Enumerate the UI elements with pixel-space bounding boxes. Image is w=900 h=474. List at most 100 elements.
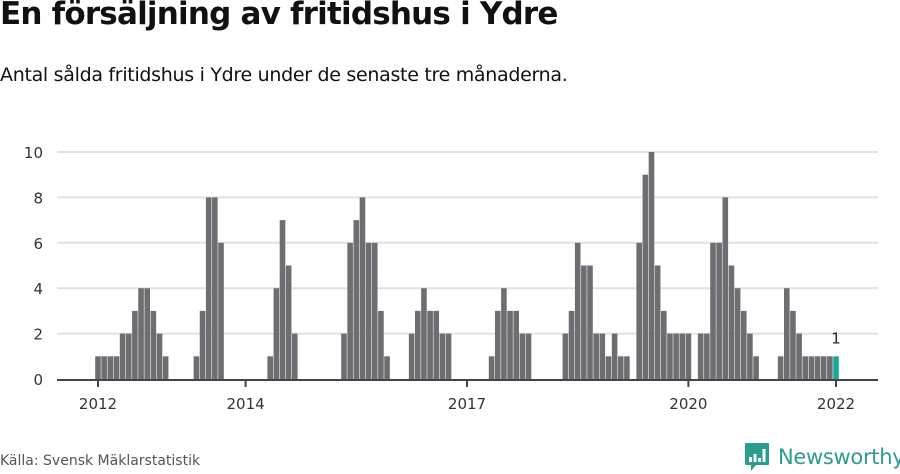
bar (421, 288, 427, 379)
bar (359, 197, 366, 379)
bar (753, 356, 759, 379)
bar (439, 333, 446, 379)
last-value-label: 1 (831, 329, 841, 347)
bar (661, 310, 667, 379)
bar (125, 333, 132, 379)
bar (408, 333, 415, 379)
bar (568, 310, 575, 379)
y-axis-labels: 0 2 4 6 8 10 (24, 144, 43, 389)
bar (525, 333, 532, 379)
bar (501, 288, 507, 379)
x-tick-label: 2014 (227, 395, 265, 413)
bar (193, 356, 200, 379)
bar (679, 333, 686, 379)
bar (365, 242, 372, 379)
y-tick-label: 2 (33, 326, 43, 344)
bar (156, 333, 163, 379)
bar (101, 356, 107, 379)
bar (347, 242, 353, 379)
bar (710, 242, 716, 379)
bar (611, 333, 618, 379)
bar (279, 220, 286, 379)
chart-title: En försäljning av fritidshus i Ydre (0, 0, 558, 32)
bar (722, 197, 729, 379)
bar (796, 333, 802, 379)
bar (267, 356, 273, 379)
bar (205, 197, 212, 379)
bar (378, 310, 384, 379)
bar (654, 265, 661, 379)
bar (107, 356, 114, 379)
source-note: Källa: Svensk Mäklarstatistik (0, 453, 201, 469)
bar (827, 356, 833, 379)
bar (636, 242, 642, 379)
bar (494, 310, 501, 379)
brand-name: Newsworthy (778, 445, 900, 469)
value-annotation: 1 (831, 329, 841, 347)
bar (138, 288, 144, 379)
x-tick-label: 2022 (817, 395, 855, 413)
bar (488, 356, 495, 379)
bar (371, 242, 378, 379)
bar (119, 333, 126, 379)
bar (292, 333, 298, 379)
bar (740, 310, 747, 379)
bar (599, 333, 606, 379)
bar (704, 333, 710, 379)
y-tick-label: 6 (33, 235, 43, 253)
bar (790, 310, 796, 379)
bar (685, 333, 692, 379)
bar (95, 356, 101, 379)
bar (199, 310, 206, 379)
x-tick-label: 2012 (79, 395, 117, 413)
bar (593, 333, 599, 379)
x-tick-label: 2017 (448, 395, 486, 413)
bar (353, 220, 360, 379)
bar (285, 265, 292, 379)
bar (132, 310, 138, 379)
y-tick-label: 4 (33, 280, 43, 298)
bar (427, 310, 433, 379)
bar (667, 333, 673, 379)
bar (162, 356, 169, 379)
bar (519, 333, 526, 379)
bar (697, 333, 704, 379)
bar (144, 288, 150, 379)
newsworthy-brand[interactable]: Newsworthy (744, 442, 900, 472)
bar (212, 197, 218, 379)
bar (341, 333, 347, 379)
bar (747, 333, 753, 379)
bar (433, 310, 440, 379)
bar (814, 356, 821, 379)
bar (562, 333, 569, 379)
bar (605, 356, 612, 379)
bar (574, 242, 581, 379)
bar (808, 356, 815, 379)
bar (513, 310, 519, 379)
bar-chart-speech-bubble-icon (745, 443, 769, 471)
bar (624, 356, 630, 379)
x-tick-label: 2020 (669, 395, 707, 413)
bar (777, 356, 784, 379)
y-tick-label: 10 (24, 144, 43, 162)
bars (95, 152, 839, 379)
bar (784, 288, 790, 379)
bar (384, 356, 390, 379)
bar (507, 310, 513, 379)
bar (581, 265, 587, 379)
bar (587, 265, 593, 379)
bar (617, 356, 624, 379)
bar (716, 242, 722, 379)
highlighted-bar (833, 356, 839, 379)
bar (820, 356, 827, 379)
bar (415, 310, 421, 379)
bar (673, 333, 679, 379)
y-tick-label: 8 (33, 189, 43, 207)
chart-subtitle: Antal sålda fritidshus i Ydre under de s… (0, 64, 568, 86)
bar (273, 288, 280, 379)
bar (445, 333, 452, 379)
bar (218, 242, 224, 379)
bar (734, 288, 741, 379)
bar (802, 356, 809, 379)
